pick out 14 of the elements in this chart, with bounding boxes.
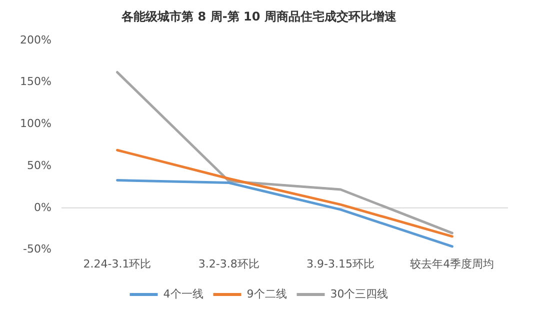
- x-tick-label: 2.24-3.1环比: [83, 257, 152, 270]
- x-tick-label: 3.2-3.8环比: [198, 257, 260, 270]
- x-tick-label: 较去年4季度周均: [410, 257, 494, 270]
- y-tick-label: 50%: [26, 158, 52, 172]
- y-tick-label: 100%: [20, 117, 52, 130]
- y-tick-label: 150%: [20, 75, 52, 88]
- chart-title: 各能级城市第 8 周-第 10 周商品住宅成交环比增速: [120, 9, 398, 24]
- y-tick-label: -50%: [23, 242, 52, 256]
- legend-label: 4个一线: [163, 287, 204, 300]
- legend-label: 9个二线: [246, 287, 287, 300]
- y-tick-label: 200%: [20, 33, 52, 46]
- y-tick-label: 0%: [34, 200, 52, 214]
- x-tick-label: 3.9-3.15环比: [306, 257, 375, 270]
- legend-label: 30个三四线: [330, 287, 388, 300]
